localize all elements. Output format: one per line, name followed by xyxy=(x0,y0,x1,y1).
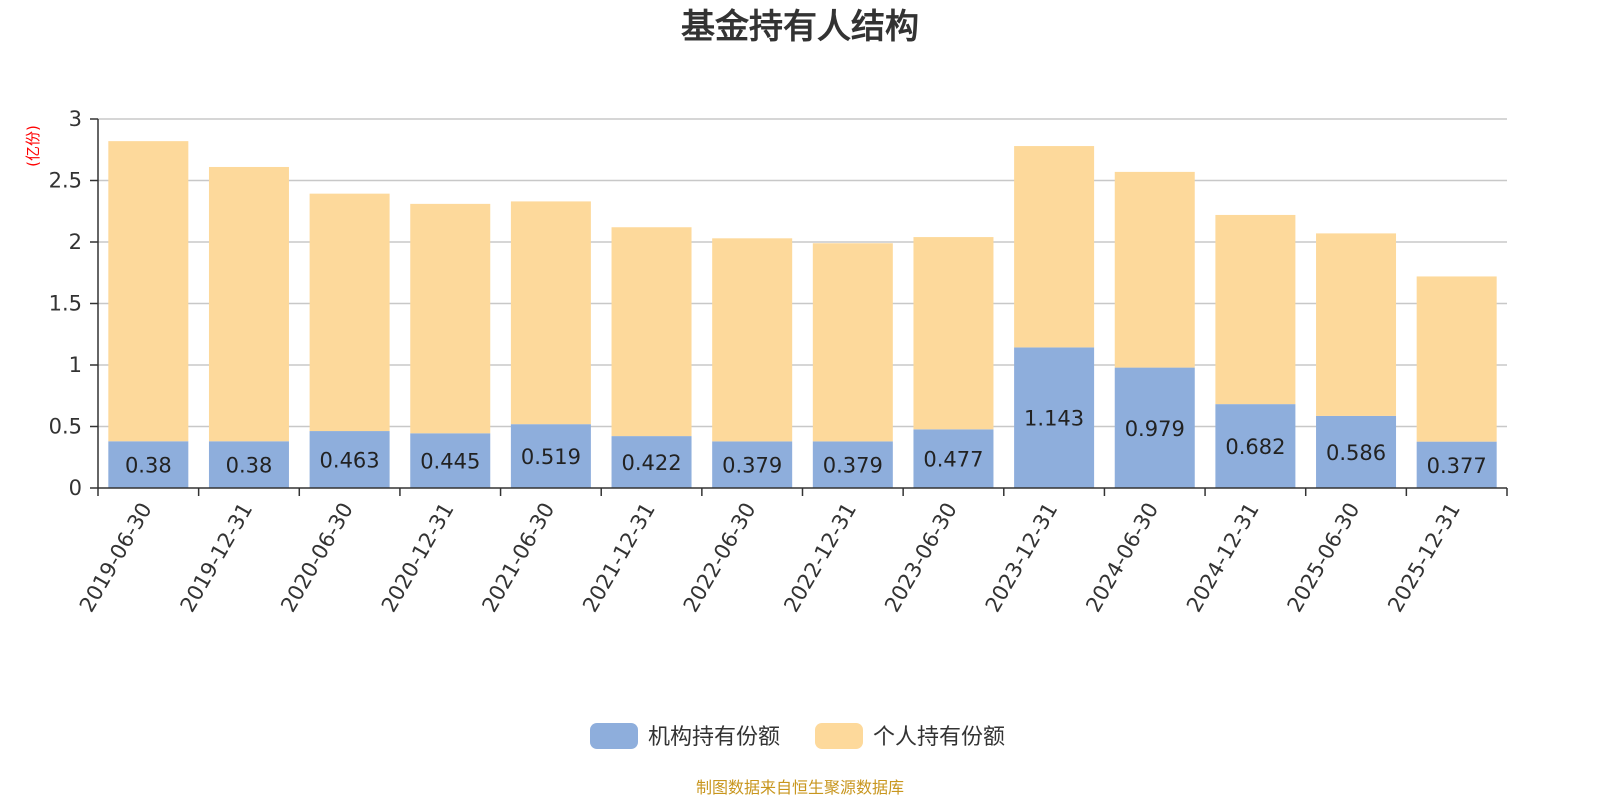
x-tick-label: 2020-06-30 xyxy=(276,499,358,617)
bar-data-label: 1.143 xyxy=(1024,407,1084,431)
bar-institutional xyxy=(812,441,893,488)
bar-institutional xyxy=(611,436,692,488)
legend-label[interactable]: 机构持有份额 xyxy=(648,725,780,750)
bar-individual xyxy=(108,141,189,442)
x-tick-label: 2025-12-31 xyxy=(1383,499,1465,617)
bar-individual xyxy=(510,201,591,425)
bar-institutional xyxy=(1215,404,1296,488)
legend: 机构持有份额 个人持有份额 xyxy=(590,723,1005,750)
bar-data-label: 0.379 xyxy=(722,454,782,478)
bar-individual xyxy=(611,227,692,437)
y-tick-label: 3 xyxy=(69,107,82,131)
bar-data-label: 0.682 xyxy=(1225,435,1285,459)
bar-data-label: 0.422 xyxy=(621,451,681,475)
y-tick-label: 2 xyxy=(69,230,82,254)
x-tick-label: 2021-06-30 xyxy=(477,499,559,617)
bar-individual xyxy=(812,243,893,442)
bar-data-label: 0.477 xyxy=(923,448,983,472)
data-source-note: 制图数据来自恒生聚源数据库 xyxy=(696,778,904,797)
bar-data-label: 0.377 xyxy=(1427,454,1487,478)
bar-institutional xyxy=(712,441,793,488)
bar-data-label: 0.979 xyxy=(1125,417,1185,441)
bar-institutional xyxy=(1114,367,1195,488)
x-tick-label: 2022-12-31 xyxy=(779,499,861,617)
y-tick-label: 0 xyxy=(69,476,82,500)
y-axis-unit-label: (亿份) xyxy=(24,125,42,167)
x-tick-label: 2024-06-30 xyxy=(1081,499,1163,617)
bar-individual xyxy=(309,193,390,432)
x-tick-label: 2024-12-31 xyxy=(1182,499,1264,617)
x-tick-label: 2023-12-31 xyxy=(981,499,1063,617)
bar-data-label: 0.519 xyxy=(521,445,581,469)
bar-data-label: 0.38 xyxy=(125,454,172,478)
legend-swatch[interactable] xyxy=(815,723,863,749)
bar-institutional xyxy=(510,424,591,488)
bar-individual xyxy=(1316,233,1397,416)
x-tick-label: 2025-06-30 xyxy=(1283,499,1365,617)
bar-series: 0.38 0.38 0.463 0.445 0.519 0.422 0.379 0.379 0.… xyxy=(108,141,1497,488)
x-tick-label: 2019-12-31 xyxy=(175,499,257,617)
bar-institutional xyxy=(1316,415,1397,488)
bar-data-label: 0.38 xyxy=(226,454,273,478)
bar-institutional xyxy=(410,433,491,488)
bar-individual xyxy=(712,238,793,442)
bar-data-label: 0.586 xyxy=(1326,441,1386,465)
y-tick-label: 2.5 xyxy=(49,169,82,193)
bar-individual xyxy=(410,203,491,434)
y-tick-label: 1.5 xyxy=(49,292,82,316)
bar-data-label: 0.379 xyxy=(823,454,883,478)
bar-data-label: 0.445 xyxy=(420,450,480,474)
bar-individual xyxy=(913,237,994,430)
legend-label[interactable]: 个人持有份额 xyxy=(873,725,1005,750)
chart-title: 基金持有人结构 xyxy=(681,7,919,47)
bar-institutional xyxy=(108,441,189,488)
bar-individual xyxy=(1114,171,1195,368)
x-tick-label: 2021-12-31 xyxy=(578,499,660,617)
bar-institutional xyxy=(1416,441,1497,488)
x-tick-label: 2019-06-30 xyxy=(75,499,157,617)
bar-data-label: 0.463 xyxy=(320,449,380,473)
bar-institutional xyxy=(1014,347,1095,488)
bar-institutional xyxy=(913,429,994,488)
bar-individual xyxy=(208,166,289,442)
x-tick-label: 2022-06-30 xyxy=(679,499,761,617)
x-tick-label: 2023-06-30 xyxy=(880,499,962,617)
bar-individual xyxy=(1014,146,1095,348)
grid-lines xyxy=(98,118,1507,428)
bar-institutional xyxy=(309,431,390,488)
bar-institutional xyxy=(208,441,289,488)
y-tick-label: 1 xyxy=(69,353,82,377)
y-tick-label: 0.5 xyxy=(49,415,82,439)
x-tick-label: 2020-12-31 xyxy=(377,499,459,617)
bar-individual xyxy=(1416,276,1497,442)
legend-swatch[interactable] xyxy=(590,723,638,749)
bar-individual xyxy=(1215,214,1296,405)
